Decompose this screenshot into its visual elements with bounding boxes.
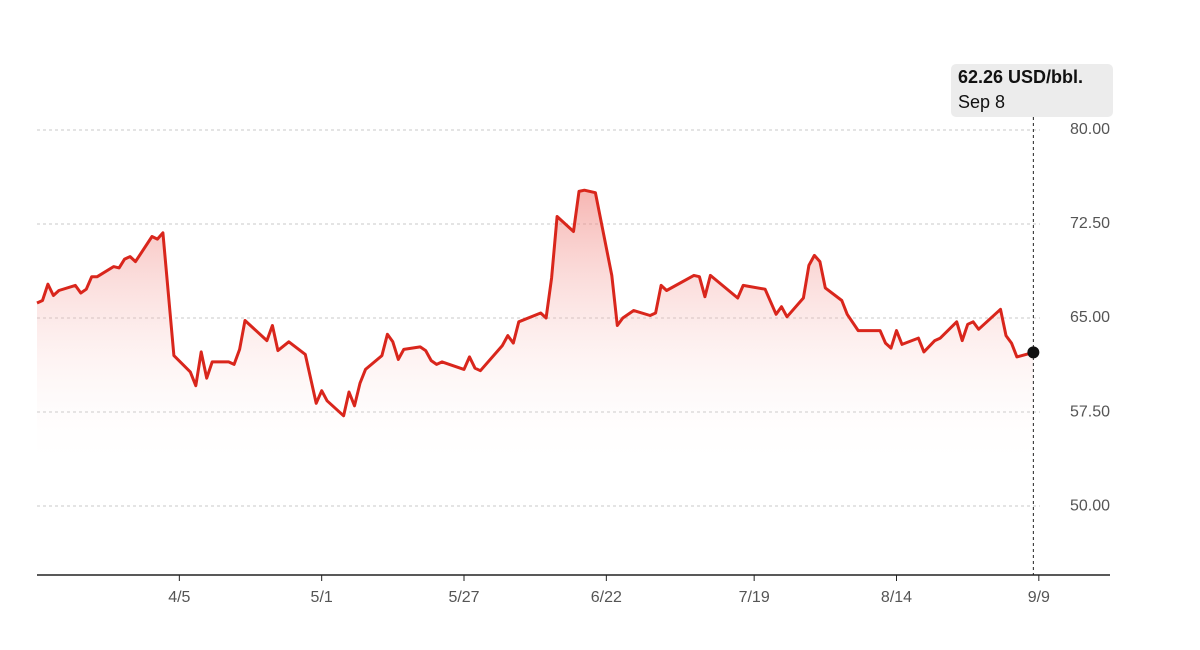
- tooltip-value: 62.26 USD/bbl.: [958, 67, 1083, 87]
- x-tick-label: 6/22: [591, 589, 622, 606]
- x-tick-label: 8/14: [881, 589, 912, 606]
- tooltip-box: [951, 64, 1113, 117]
- plot-layer: [36, 117, 1040, 575]
- y-tick-label: 80.00: [1070, 121, 1110, 138]
- tooltip-date: Sep 8: [958, 92, 1005, 112]
- last-point: [1027, 346, 1040, 359]
- x-tick-label: 4/5: [168, 589, 190, 606]
- x-tick-label: 9/9: [1028, 589, 1050, 606]
- x-tick-label: 5/27: [448, 589, 479, 606]
- price-line: [36, 188, 1034, 418]
- x-tick-label: 7/19: [739, 589, 770, 606]
- y-tick-label: 65.00: [1070, 309, 1110, 326]
- y-tick-label: 57.50: [1070, 403, 1110, 420]
- x-tick-label: 5/1: [311, 589, 333, 606]
- tooltip: 62.26 USD/bbl. Sep 8: [951, 64, 1113, 117]
- y-tick-label: 50.00: [1070, 497, 1110, 514]
- area: [37, 190, 1034, 575]
- y-tick-label: 72.50: [1070, 215, 1110, 232]
